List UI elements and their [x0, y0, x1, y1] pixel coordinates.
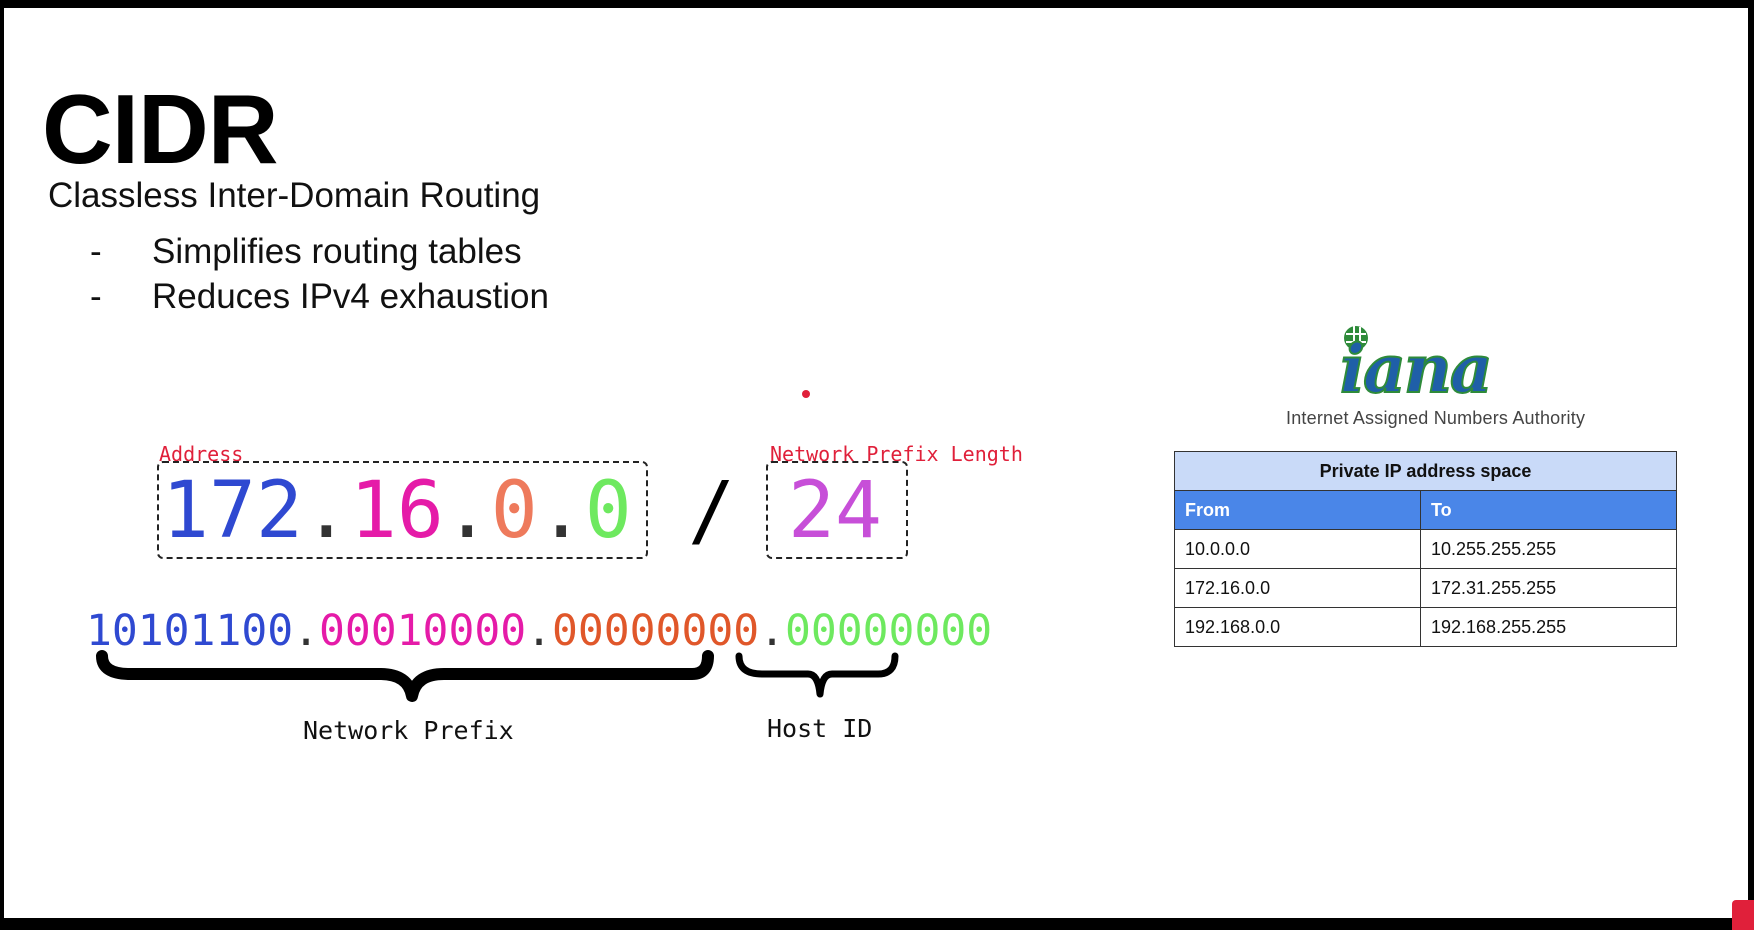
binary-dot: . — [526, 606, 552, 656]
cell-to: 10.255.255.255 — [1420, 529, 1677, 569]
prefix-length-box — [766, 461, 908, 559]
octet-2: 16 — [349, 466, 444, 556]
bullet-list: - Simplifies routing tables - Reduces IP… — [90, 232, 549, 322]
binary-octet-2: 00010000 — [319, 606, 527, 656]
cell-from: 192.168.0.0 — [1174, 607, 1421, 647]
network-prefix-label: Network Prefix — [303, 716, 514, 745]
octet-3: 0 — [490, 466, 538, 556]
host-id-brace — [735, 652, 899, 698]
cidr-slash: / — [688, 466, 735, 556]
bullet-item: - Reduces IPv4 exhaustion — [90, 277, 549, 322]
pointer-dot — [802, 390, 810, 398]
column-header-from: From — [1174, 490, 1421, 530]
column-header-to: To — [1420, 490, 1677, 530]
iana-caption: Internet Assigned Numbers Authority — [1286, 408, 1586, 428]
table-row: 172.16.0.0 172.31.255.255 — [1174, 568, 1677, 608]
table-row: 10.0.0.0 10.255.255.255 — [1174, 529, 1677, 569]
bullet-item: - Simplifies routing tables — [90, 232, 549, 277]
table-caption: Private IP address space — [1174, 451, 1677, 491]
corner-indicator — [1732, 900, 1754, 930]
bullet-text: Simplifies routing tables — [152, 232, 522, 271]
binary-dot: . — [293, 606, 319, 656]
host-id-label: Host ID — [767, 714, 873, 743]
iana-logo: iana — [1339, 326, 1494, 400]
octet-dot: . — [302, 466, 350, 556]
network-prefix-brace — [96, 650, 714, 702]
binary-address: 10101100.00010000.00000000.00000000 — [86, 606, 992, 656]
bullet-dash: - — [90, 277, 102, 316]
octet-dot: . — [443, 466, 491, 556]
cell-to: 172.31.255.255 — [1420, 568, 1677, 608]
private-ip-table: Private IP address space From To 10.0.0.… — [1174, 451, 1677, 647]
iana-wordmark: iana — [1340, 330, 1491, 400]
cell-from: 172.16.0.0 — [1174, 568, 1421, 608]
prefix-length-value: 24 — [788, 466, 882, 556]
octet-1: 172 — [162, 466, 303, 556]
globe-icon — [1344, 326, 1368, 350]
brace-graphics — [96, 650, 899, 702]
octet-4: 0 — [584, 466, 632, 556]
ip-address: 172.16.0.0 — [162, 466, 632, 556]
cell-to: 192.168.255.255 — [1420, 607, 1677, 647]
binary-octet-4: 00000000 — [785, 606, 993, 656]
binary-octet-1: 10101100 — [86, 606, 294, 656]
address-box — [157, 461, 648, 559]
binary-dot: . — [759, 606, 785, 656]
slide-subtitle: Classless Inter-Domain Routing — [48, 176, 541, 215]
octet-dot: . — [537, 466, 585, 556]
bullet-dash: - — [90, 232, 102, 271]
bullet-text: Reduces IPv4 exhaustion — [152, 277, 549, 316]
table-row: 192.168.0.0 192.168.255.255 — [1174, 607, 1677, 647]
binary-octet-3: 00000000 — [552, 606, 760, 656]
slide-title: CIDR — [42, 74, 279, 184]
cell-from: 10.0.0.0 — [1174, 529, 1421, 569]
